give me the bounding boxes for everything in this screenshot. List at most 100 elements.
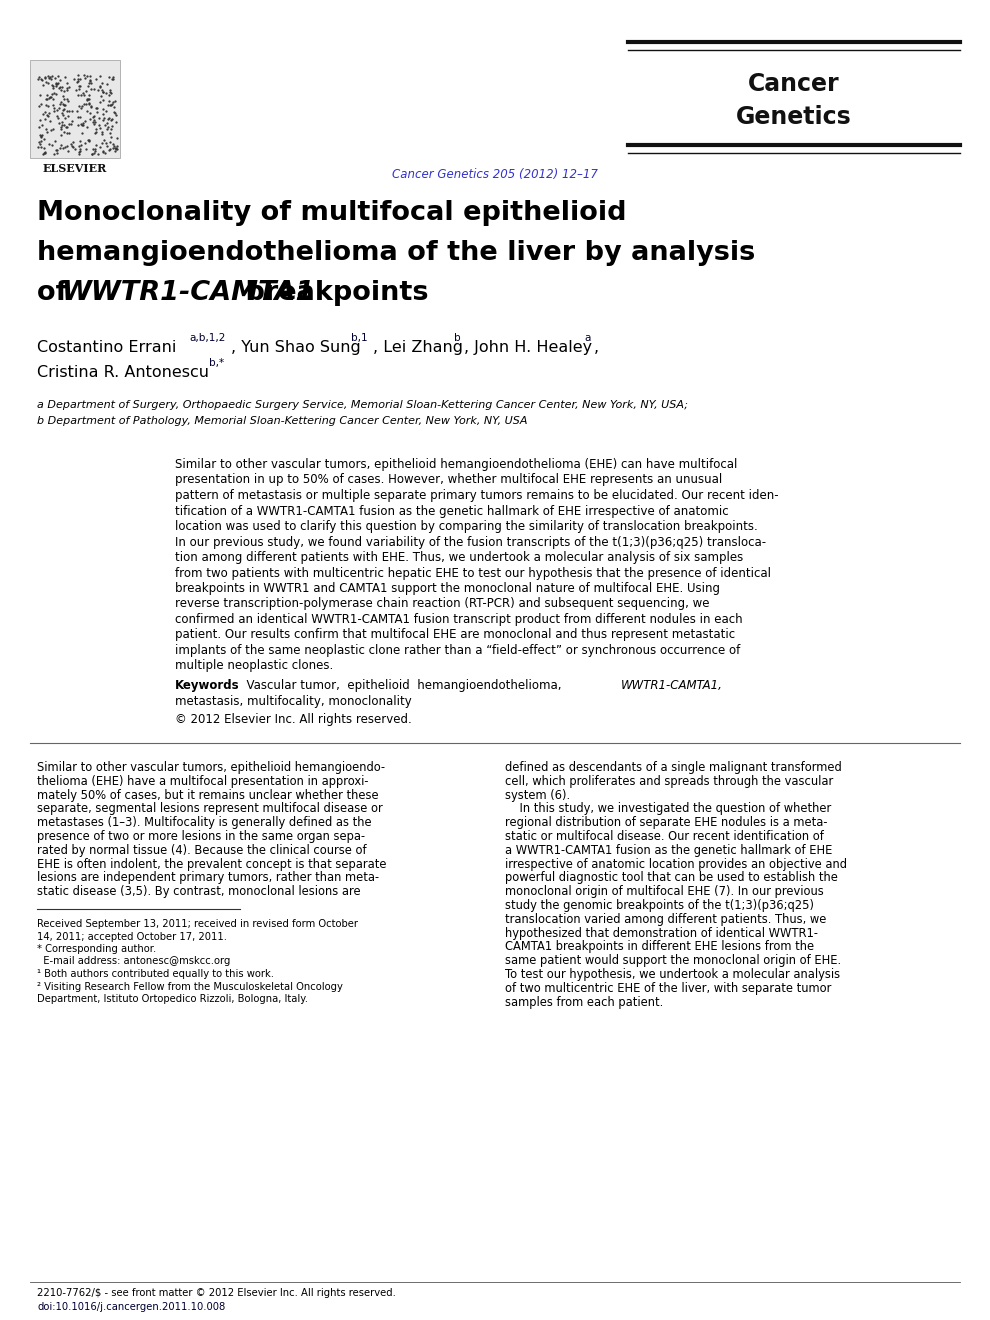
Point (108, 111, 124, 132)
Point (58, 100, 74, 121)
Point (41, 103, 56, 124)
Point (92, 77, 108, 98)
Text: CAMTA1 breakpoints in different EHE lesions from the: CAMTA1 breakpoints in different EHE lesi… (505, 940, 814, 953)
Point (60, 106, 76, 127)
Point (83, 79, 99, 100)
Point (92, 117, 108, 139)
Point (98, 100, 114, 121)
Point (99, 119, 115, 140)
Point (59, 88, 75, 110)
Point (40, 121, 55, 143)
Text: 14, 2011; accepted October 17, 2011.: 14, 2011; accepted October 17, 2011. (37, 932, 227, 941)
Point (52, 77, 68, 98)
Point (33, 69, 49, 90)
Point (91, 115, 107, 136)
Point (71, 139, 87, 160)
Point (72, 131, 88, 152)
Text: confirmed an identical WWTR1-CAMTA1 fusion transcript product from different nod: confirmed an identical WWTR1-CAMTA1 fusi… (175, 612, 742, 626)
Text: defined as descendants of a single malignant transformed: defined as descendants of a single malig… (505, 762, 842, 774)
Point (32, 67, 48, 88)
Text: ¹ Both authors contributed equally to this work.: ¹ Both authors contributed equally to th… (37, 969, 274, 979)
Text: static or multifocal disease. Our recent identification of: static or multifocal disease. Our recent… (505, 830, 824, 843)
Text: Cristina R. Antonescu: Cristina R. Antonescu (37, 366, 209, 380)
Point (97, 143, 113, 164)
Point (38, 117, 53, 139)
Point (70, 65, 86, 86)
Point (106, 137, 122, 158)
Point (87, 111, 103, 132)
Point (73, 114, 89, 135)
Point (57, 94, 73, 115)
Point (53, 119, 69, 140)
Point (39, 84, 54, 106)
Point (98, 132, 114, 153)
Point (49, 140, 64, 161)
Point (53, 124, 69, 145)
Point (94, 79, 110, 100)
Point (109, 139, 125, 160)
Point (77, 132, 93, 153)
Point (53, 116, 69, 137)
Point (88, 98, 104, 119)
Point (83, 95, 99, 116)
Text: multiple neoplastic clones.: multiple neoplastic clones. (175, 660, 334, 672)
Text: In our previous study, we found variability of the fusion transcripts of the t(1: In our previous study, we found variabil… (175, 536, 766, 549)
Point (49, 73, 64, 94)
Point (42, 67, 57, 88)
Point (68, 81, 84, 102)
Point (51, 92, 67, 114)
Point (78, 90, 94, 111)
Point (56, 88, 72, 110)
Text: tification of a WWTR1-CAMTA1 fusion as the genetic hallmark of EHE irrespective : tification of a WWTR1-CAMTA1 fusion as t… (175, 504, 729, 517)
Point (89, 98, 105, 119)
Text: location was used to clarify this question by comparing the similarity of transl: location was used to clarify this questi… (175, 520, 757, 533)
Point (107, 103, 123, 124)
Point (42, 133, 57, 154)
Text: a,b,1,2: a,b,1,2 (189, 334, 226, 343)
Point (102, 91, 118, 112)
Point (52, 137, 68, 158)
Point (34, 124, 50, 145)
Text: metastasis, multifocality, monoclonality: metastasis, multifocality, monoclonality (175, 696, 412, 708)
Point (104, 116, 120, 137)
Point (87, 123, 103, 144)
Point (64, 136, 80, 157)
Point (38, 95, 53, 116)
Point (43, 86, 58, 107)
Point (59, 77, 75, 98)
Point (100, 108, 116, 129)
Point (106, 135, 122, 156)
Point (40, 88, 55, 110)
Point (101, 84, 117, 106)
Text: mately 50% of cases, but it remains unclear whether these: mately 50% of cases, but it remains uncl… (37, 788, 378, 801)
Point (38, 67, 53, 88)
Point (86, 106, 102, 127)
Point (102, 123, 118, 144)
Point (88, 135, 104, 156)
Point (66, 69, 82, 90)
Point (95, 82, 111, 103)
Text: EHE is often indolent, the prevalent concept is that separate: EHE is often indolent, the prevalent con… (37, 858, 386, 871)
Text: b,*: b,* (209, 359, 224, 368)
Point (103, 110, 119, 131)
Text: Received September 13, 2011; received in revised form October: Received September 13, 2011; received in… (37, 919, 358, 929)
Point (59, 135, 75, 156)
Text: Similar to other vascular tumors, epithelioid hemangioendothelioma (EHE) can hav: Similar to other vascular tumors, epithe… (175, 458, 738, 471)
Point (44, 83, 59, 104)
Point (47, 100, 62, 121)
Point (105, 133, 121, 154)
Point (71, 75, 87, 96)
Point (31, 137, 47, 158)
Point (64, 132, 80, 153)
Point (70, 78, 86, 99)
Text: ² Visiting Research Fellow from the Musculoskeletal Oncology: ² Visiting Research Fellow from the Musc… (37, 982, 343, 991)
Text: separate, segmental lesions represent multifocal disease or: separate, segmental lesions represent mu… (37, 803, 383, 816)
Point (75, 114, 91, 135)
Point (54, 77, 70, 98)
Point (85, 139, 101, 160)
Point (38, 108, 53, 129)
Text: reverse transcription-polymerase chain reaction (RT-PCR) and subsequent sequenci: reverse transcription-polymerase chain r… (175, 598, 710, 610)
Point (82, 108, 98, 129)
Point (70, 115, 86, 136)
Point (38, 67, 53, 88)
